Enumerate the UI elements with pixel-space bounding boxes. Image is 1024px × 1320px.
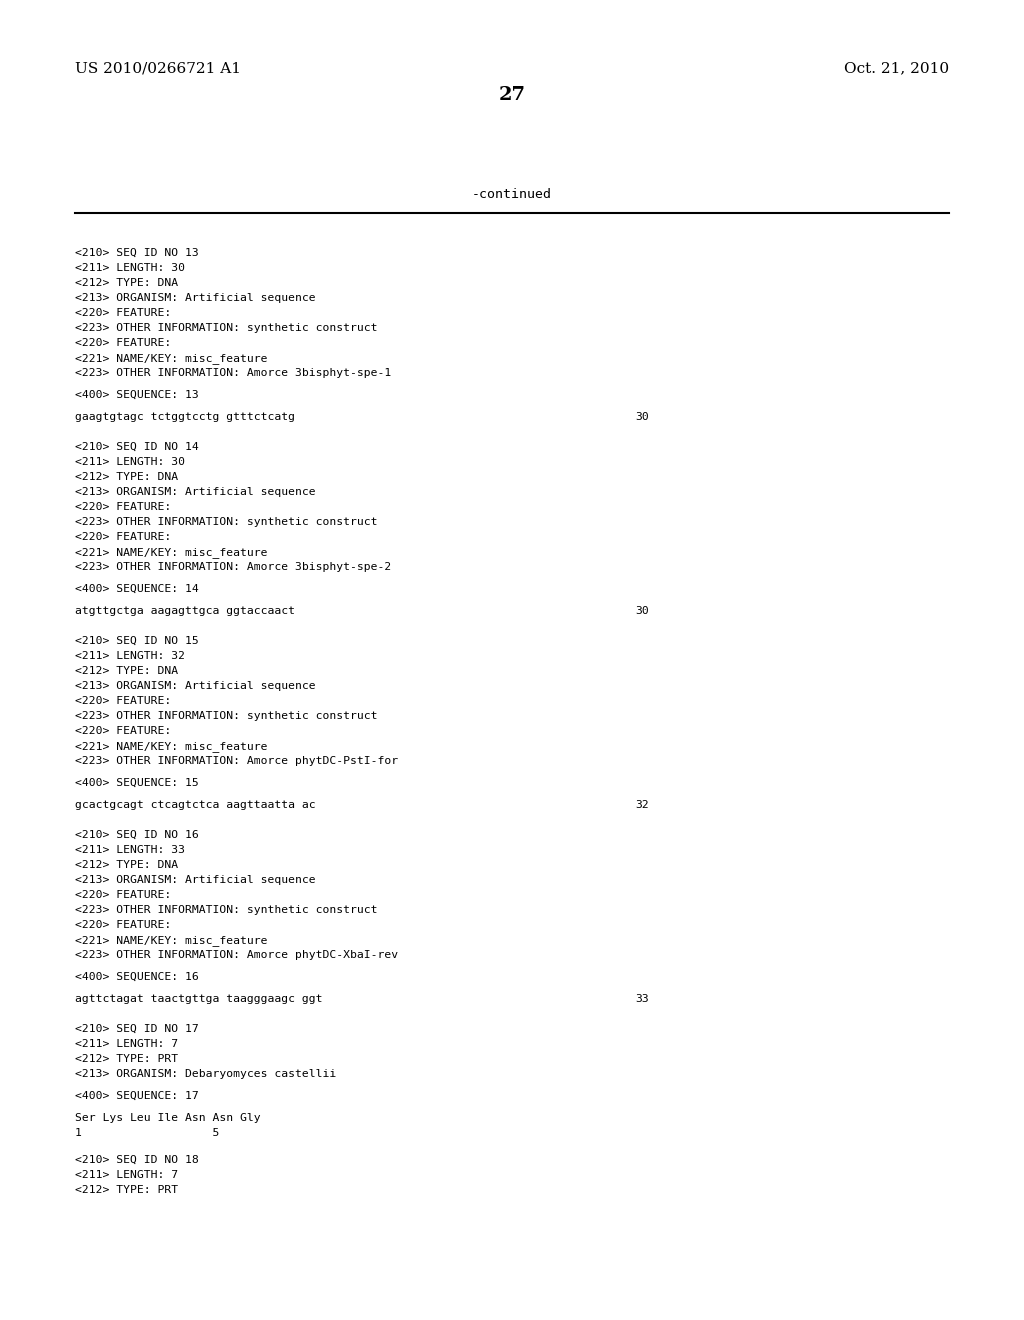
Text: 27: 27 [499,86,525,104]
Text: <213> ORGANISM: Artificial sequence: <213> ORGANISM: Artificial sequence [75,875,315,884]
Text: <223> OTHER INFORMATION: synthetic construct: <223> OTHER INFORMATION: synthetic const… [75,711,378,721]
Text: <223> OTHER INFORMATION: synthetic construct: <223> OTHER INFORMATION: synthetic const… [75,517,378,527]
Text: <211> LENGTH: 7: <211> LENGTH: 7 [75,1039,178,1049]
Text: <211> LENGTH: 30: <211> LENGTH: 30 [75,263,185,273]
Text: <211> LENGTH: 32: <211> LENGTH: 32 [75,651,185,661]
Text: <210> SEQ ID NO 15: <210> SEQ ID NO 15 [75,636,199,645]
Text: <400> SEQUENCE: 14: <400> SEQUENCE: 14 [75,583,199,594]
Text: <223> OTHER INFORMATION: synthetic construct: <223> OTHER INFORMATION: synthetic const… [75,906,378,915]
Text: <400> SEQUENCE: 13: <400> SEQUENCE: 13 [75,389,199,400]
Text: US 2010/0266721 A1: US 2010/0266721 A1 [75,61,241,75]
Text: <212> TYPE: DNA: <212> TYPE: DNA [75,279,178,288]
Text: <211> LENGTH: 33: <211> LENGTH: 33 [75,845,185,855]
Text: 30: 30 [635,412,649,422]
Text: <221> NAME/KEY: misc_feature: <221> NAME/KEY: misc_feature [75,352,267,364]
Text: <223> OTHER INFORMATION: Amorce phytDC-PstI-for: <223> OTHER INFORMATION: Amorce phytDC-P… [75,756,398,766]
Text: 1                   5: 1 5 [75,1129,219,1138]
Text: <223> OTHER INFORMATION: Amorce 3bisphyt-spe-2: <223> OTHER INFORMATION: Amorce 3bisphyt… [75,562,391,572]
Text: <212> TYPE: PRT: <212> TYPE: PRT [75,1185,178,1195]
Text: <220> FEATURE:: <220> FEATURE: [75,696,171,706]
Text: <220> FEATURE:: <220> FEATURE: [75,532,171,543]
Text: <220> FEATURE:: <220> FEATURE: [75,890,171,900]
Text: <212> TYPE: DNA: <212> TYPE: DNA [75,473,178,482]
Text: <223> OTHER INFORMATION: synthetic construct: <223> OTHER INFORMATION: synthetic const… [75,323,378,333]
Text: <212> TYPE: DNA: <212> TYPE: DNA [75,861,178,870]
Text: <213> ORGANISM: Artificial sequence: <213> ORGANISM: Artificial sequence [75,293,315,304]
Text: -continued: -continued [472,189,552,202]
Text: atgttgctga aagagttgca ggtaccaact: atgttgctga aagagttgca ggtaccaact [75,606,295,616]
Text: <400> SEQUENCE: 16: <400> SEQUENCE: 16 [75,972,199,982]
Text: <210> SEQ ID NO 16: <210> SEQ ID NO 16 [75,830,199,840]
Text: <210> SEQ ID NO 14: <210> SEQ ID NO 14 [75,442,199,451]
Text: <210> SEQ ID NO 17: <210> SEQ ID NO 17 [75,1024,199,1034]
Text: <220> FEATURE:: <220> FEATURE: [75,920,171,931]
Text: 30: 30 [635,606,649,616]
Text: <220> FEATURE:: <220> FEATURE: [75,338,171,348]
Text: <213> ORGANISM: Artificial sequence: <213> ORGANISM: Artificial sequence [75,487,315,498]
Text: <212> TYPE: DNA: <212> TYPE: DNA [75,667,178,676]
Text: <223> OTHER INFORMATION: Amorce phytDC-XbaI-rev: <223> OTHER INFORMATION: Amorce phytDC-X… [75,950,398,960]
Text: <400> SEQUENCE: 15: <400> SEQUENCE: 15 [75,777,199,788]
Text: <213> ORGANISM: Debaryomyces castellii: <213> ORGANISM: Debaryomyces castellii [75,1069,336,1078]
Text: <221> NAME/KEY: misc_feature: <221> NAME/KEY: misc_feature [75,935,267,946]
Text: agttctagat taactgttga taagggaagc ggt: agttctagat taactgttga taagggaagc ggt [75,994,323,1005]
Text: <210> SEQ ID NO 13: <210> SEQ ID NO 13 [75,248,199,257]
Text: <212> TYPE: PRT: <212> TYPE: PRT [75,1053,178,1064]
Text: Ser Lys Leu Ile Asn Asn Gly: Ser Lys Leu Ile Asn Asn Gly [75,1113,261,1123]
Text: 33: 33 [635,994,649,1005]
Text: <220> FEATURE:: <220> FEATURE: [75,502,171,512]
Text: <211> LENGTH: 7: <211> LENGTH: 7 [75,1170,178,1180]
Text: Oct. 21, 2010: Oct. 21, 2010 [844,61,949,75]
Text: <221> NAME/KEY: misc_feature: <221> NAME/KEY: misc_feature [75,741,267,752]
Text: <220> FEATURE:: <220> FEATURE: [75,308,171,318]
Text: gcactgcagt ctcagtctca aagttaatta ac: gcactgcagt ctcagtctca aagttaatta ac [75,800,315,810]
Text: <220> FEATURE:: <220> FEATURE: [75,726,171,737]
Text: <221> NAME/KEY: misc_feature: <221> NAME/KEY: misc_feature [75,546,267,558]
Text: <400> SEQUENCE: 17: <400> SEQUENCE: 17 [75,1092,199,1101]
Text: <223> OTHER INFORMATION: Amorce 3bisphyt-spe-1: <223> OTHER INFORMATION: Amorce 3bisphyt… [75,368,391,378]
Text: <211> LENGTH: 30: <211> LENGTH: 30 [75,457,185,467]
Text: <210> SEQ ID NO 18: <210> SEQ ID NO 18 [75,1155,199,1166]
Text: <213> ORGANISM: Artificial sequence: <213> ORGANISM: Artificial sequence [75,681,315,690]
Text: gaagtgtagc tctggtcctg gtttctcatg: gaagtgtagc tctggtcctg gtttctcatg [75,412,295,422]
Text: 32: 32 [635,800,649,810]
